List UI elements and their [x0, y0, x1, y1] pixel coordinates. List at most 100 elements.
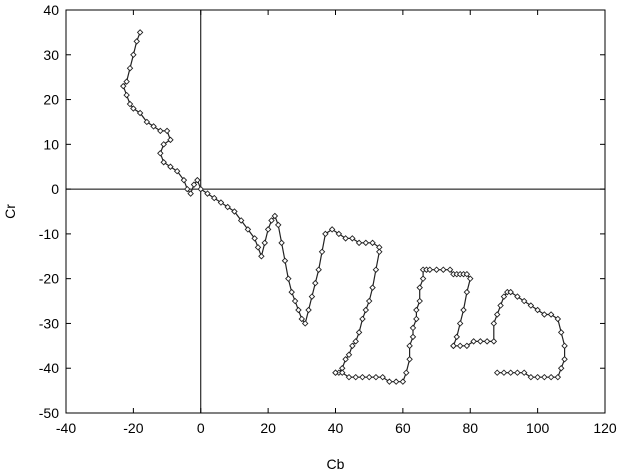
- x-tick-label: 40: [328, 420, 344, 436]
- data-point: [305, 306, 312, 314]
- data-point: [463, 270, 471, 278]
- data-point: [278, 239, 285, 247]
- data-point: [541, 311, 548, 318]
- data-point: [416, 284, 423, 291]
- data-point: [291, 297, 299, 305]
- data-point: [359, 315, 366, 323]
- data-point: [386, 378, 393, 385]
- data-point: [369, 239, 376, 247]
- data-point: [258, 253, 265, 260]
- data-point: [261, 239, 268, 247]
- x-tick-label: 60: [395, 420, 411, 436]
- data-point: [413, 315, 420, 323]
- data-point: [308, 293, 316, 300]
- data-point: [264, 226, 272, 233]
- data-point: [403, 369, 410, 376]
- data-point: [315, 266, 322, 273]
- data-point: [285, 275, 292, 282]
- data-point: [123, 91, 130, 99]
- data-point: [163, 127, 171, 135]
- data-point: [254, 244, 262, 251]
- data-point: [160, 159, 167, 166]
- y-tick-label: 0: [51, 181, 59, 197]
- data-point: [497, 302, 504, 309]
- data-point: [136, 109, 144, 117]
- data-point: [224, 203, 231, 211]
- data-point: [349, 342, 356, 350]
- data-point: [342, 356, 349, 363]
- data-point: [520, 297, 528, 305]
- y-tick-label: -50: [39, 405, 59, 421]
- data-point: [365, 297, 373, 305]
- data-point: [406, 356, 413, 363]
- data-point: [463, 288, 471, 296]
- data-point: [527, 373, 535, 381]
- data-point: [295, 306, 302, 314]
- data-point: [204, 190, 211, 197]
- data-point: [419, 275, 427, 282]
- data-point: [342, 235, 349, 242]
- markers-layer: [120, 29, 568, 385]
- data-point: [460, 306, 467, 314]
- data-point: [477, 338, 484, 345]
- data-point: [130, 105, 137, 112]
- data-point: [157, 127, 164, 135]
- y-tick-label: -10: [39, 226, 59, 242]
- data-point: [180, 176, 188, 184]
- data-point: [554, 315, 562, 323]
- data-point: [456, 342, 464, 350]
- data-point: [446, 266, 454, 273]
- data-point: [440, 266, 447, 273]
- data-point: [392, 378, 400, 385]
- x-tick-label: 0: [197, 420, 205, 436]
- data-point: [123, 78, 130, 85]
- data-point: [456, 320, 464, 327]
- data-point: [335, 230, 343, 238]
- data-point: [345, 351, 353, 359]
- data-point: [173, 167, 181, 175]
- data-point: [312, 279, 319, 287]
- data-point: [355, 329, 363, 336]
- data-point: [413, 306, 420, 314]
- data-point: [281, 257, 289, 264]
- data-point: [298, 315, 306, 323]
- data-point: [561, 356, 568, 363]
- data-point: [197, 185, 204, 193]
- data-point: [352, 338, 359, 345]
- data-point: [490, 320, 498, 327]
- data-point: [345, 373, 353, 381]
- data-point: [527, 302, 535, 309]
- data-point: [244, 226, 252, 233]
- data-point: [160, 141, 167, 148]
- data-point: [126, 100, 134, 108]
- y-tick-label: 30: [43, 47, 59, 63]
- data-point: [372, 266, 380, 273]
- data-point: [409, 333, 417, 341]
- data-point: [500, 369, 508, 376]
- data-point: [372, 373, 380, 381]
- data-point: [470, 338, 477, 345]
- data-point: [184, 185, 191, 193]
- data-point: [450, 342, 457, 350]
- data-point: [514, 293, 521, 300]
- x-tick-label: 100: [526, 420, 550, 436]
- data-point: [288, 288, 295, 296]
- data-point: [433, 266, 440, 273]
- data-point: [426, 266, 434, 273]
- data-point: [406, 342, 413, 350]
- data-point: [120, 82, 127, 90]
- data-point: [463, 342, 471, 350]
- data-point: [500, 293, 508, 300]
- data-point: [210, 194, 218, 202]
- data-point: [557, 364, 565, 372]
- ticks-layer: -40 -20 0 20 40 60 80 100 120403020100-10-20-30-…: [39, 2, 617, 436]
- data-point: [453, 333, 461, 341]
- data-point: [268, 217, 275, 224]
- data-point: [547, 311, 555, 318]
- data-point: [301, 320, 309, 327]
- data-point: [534, 373, 541, 381]
- data-point: [520, 369, 528, 376]
- x-tick-label: -20: [123, 420, 143, 436]
